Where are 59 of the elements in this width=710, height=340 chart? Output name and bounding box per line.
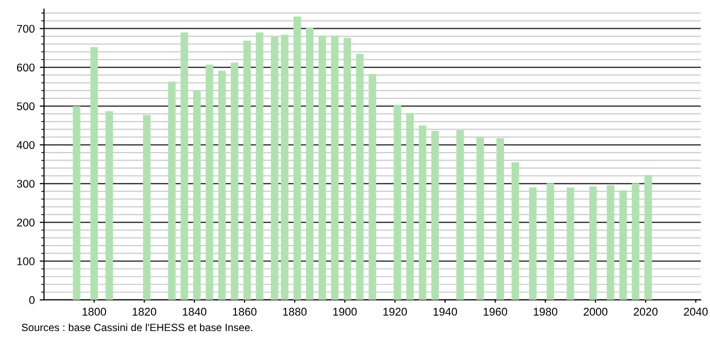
bar <box>306 28 314 300</box>
bar <box>368 74 376 300</box>
bar <box>431 130 439 300</box>
x-tick-label: 1980 <box>534 308 558 316</box>
x-tick-label: 1960 <box>484 308 508 316</box>
bar <box>280 34 288 300</box>
bar <box>206 64 214 300</box>
bar <box>293 16 301 300</box>
x-tick-label: 2020 <box>634 308 658 316</box>
bar <box>566 187 574 300</box>
bar <box>632 183 640 300</box>
y-tick-label: 700 <box>17 24 35 33</box>
y-tick-label: 300 <box>16 180 35 188</box>
bar <box>143 114 151 300</box>
bar <box>243 40 251 300</box>
source-note: Sources : base Cassini de l'EHESS et base Insee. <box>22 323 252 332</box>
bar <box>644 175 652 300</box>
y-tick-label: 100 <box>17 257 35 266</box>
bar <box>606 185 614 300</box>
bar <box>476 137 484 300</box>
x-tick-label: 1920 <box>383 308 407 316</box>
bar <box>72 106 80 300</box>
y-tick-label: 0 <box>29 296 35 304</box>
bar <box>418 125 426 300</box>
x-tick-label: 1860 <box>233 308 256 316</box>
bar <box>456 130 464 300</box>
bar <box>344 38 352 300</box>
bar <box>218 70 226 300</box>
bar <box>394 104 402 300</box>
y-tick-label: 600 <box>17 64 35 72</box>
y-tick-label: 500 <box>16 102 35 110</box>
bar <box>546 183 554 300</box>
x-tick-label: 2000 <box>584 308 608 316</box>
x-tick-label: 1820 <box>132 308 156 316</box>
bar <box>512 162 520 300</box>
bar <box>90 47 98 300</box>
bar <box>193 90 201 300</box>
x-tick-label: 1900 <box>333 308 357 316</box>
bar <box>356 54 364 300</box>
x-tick-label: 2040 <box>684 308 708 316</box>
bar <box>619 190 627 300</box>
x-tick-label: 1840 <box>182 308 206 316</box>
bar <box>270 36 278 300</box>
bar <box>589 186 597 300</box>
bar <box>230 62 238 300</box>
x-tick-label: 1880 <box>283 308 307 316</box>
bar <box>180 32 188 300</box>
x-tick-label: 1800 <box>82 308 106 316</box>
bar <box>331 36 339 300</box>
bar <box>168 82 176 300</box>
x-tick-label: 1940 <box>434 308 458 316</box>
bar <box>496 138 504 300</box>
bar <box>529 187 537 300</box>
bar <box>406 113 414 300</box>
bar <box>105 111 113 300</box>
y-tick-label: 200 <box>17 218 35 226</box>
bar <box>256 32 264 300</box>
y-tick-label: 400 <box>16 141 35 149</box>
bar <box>318 36 326 300</box>
